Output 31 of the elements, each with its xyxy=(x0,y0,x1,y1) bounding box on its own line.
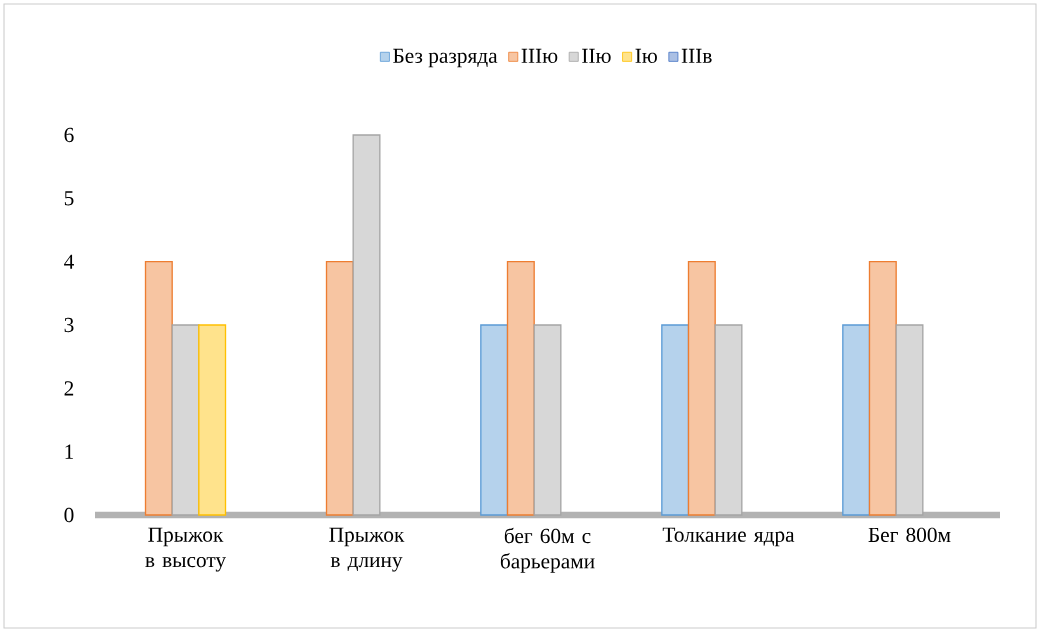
x-tick-label: Толкание ядра xyxy=(662,527,795,547)
y-tick-label: 1 xyxy=(65,444,74,459)
legend-label: IIю xyxy=(582,48,611,64)
bar xyxy=(325,260,354,516)
bar xyxy=(895,324,924,516)
y-tick-label: 3 xyxy=(64,317,74,333)
x-tick-label: бег 60м с барьерами xyxy=(500,527,595,573)
x-tick-label: Прыжок в длину xyxy=(329,527,405,572)
bar xyxy=(687,260,716,516)
y-tick-label: 5 xyxy=(64,191,74,206)
y-tick-label: 4 xyxy=(64,254,74,269)
legend-label: Без разряда xyxy=(393,48,498,68)
legend-label: IIIю xyxy=(521,48,558,64)
legend-label: Iю xyxy=(635,48,657,64)
bar xyxy=(842,324,871,516)
bar xyxy=(506,260,535,516)
bar xyxy=(352,134,381,516)
bar xyxy=(868,260,897,516)
bar xyxy=(533,324,562,516)
legend-label: IIIв xyxy=(681,48,712,63)
y-tick-label: 0 xyxy=(64,507,74,523)
bar xyxy=(144,260,173,516)
x-tick-label: Прыжок в высоту xyxy=(145,527,226,572)
bar xyxy=(171,324,200,516)
bar xyxy=(480,324,509,516)
bar xyxy=(661,324,690,516)
y-tick-label: 6 xyxy=(64,127,74,143)
x-tick-label: Бег 800м xyxy=(868,527,951,543)
bar xyxy=(198,324,227,516)
y-tick-label: 2 xyxy=(64,381,74,396)
bar xyxy=(714,324,743,516)
